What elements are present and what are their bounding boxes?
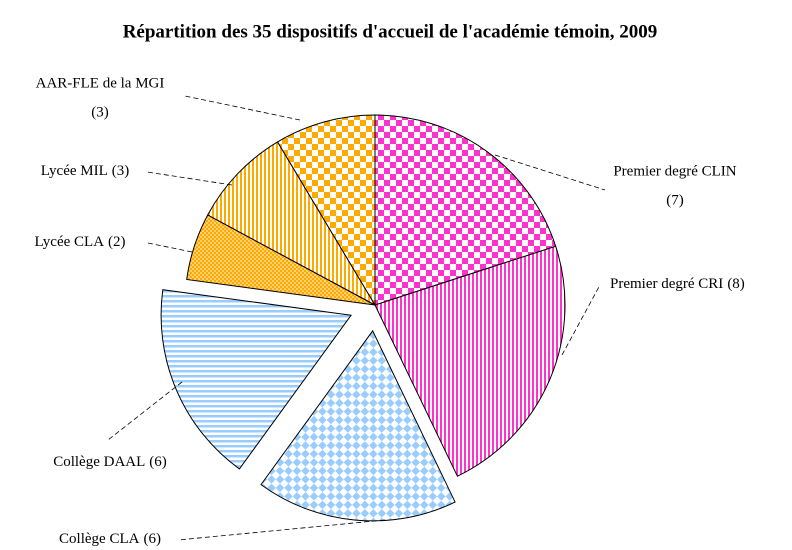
pie-slice: [260, 329, 456, 522]
slice-label: Premier degré CRI: [610, 276, 723, 292]
chart-title: Répartition des 35 dispositifs d'accueil…: [123, 21, 658, 42]
leader-line: [177, 519, 386, 541]
slice-label: Premier degré CLIN: [613, 163, 736, 179]
value-label: (3): [112, 163, 130, 179]
leader-line: [107, 381, 183, 441]
slice-label-group: Premier degré CRI (8): [610, 276, 745, 292]
pie-slice: [374, 114, 557, 306]
slice-label-group: Lycée CLA (2): [34, 234, 125, 250]
slice-label-group: Collège CLA (6): [59, 531, 161, 547]
slice-label-group: Collège DAAL (6): [53, 454, 167, 470]
leader-line: [494, 154, 606, 191]
leader-line: [184, 95, 301, 121]
pie-slice: [160, 289, 352, 470]
slice-label: AAR-FLE de la MGI: [36, 75, 165, 91]
pie-slice: [207, 141, 377, 307]
slice-label: Lycée CLA: [34, 234, 104, 250]
value-label: (3): [91, 104, 109, 120]
value-label: (2): [108, 234, 126, 250]
value-label: (7): [666, 192, 684, 208]
slice-label: Collège DAAL: [53, 454, 145, 470]
value-label: (8): [727, 276, 745, 292]
value-label: (6): [143, 531, 161, 547]
value-label: (6): [149, 454, 167, 470]
slice-label: Collège CLA: [59, 531, 140, 547]
leader-line: [147, 242, 193, 253]
leader-line: [561, 284, 601, 356]
leader-line: [146, 171, 233, 186]
pie-slice: [276, 114, 376, 307]
pie-slice: [374, 245, 566, 477]
slice-label: Lycée MIL: [41, 163, 108, 179]
slice-label-group: Lycée MIL (3): [41, 163, 130, 179]
